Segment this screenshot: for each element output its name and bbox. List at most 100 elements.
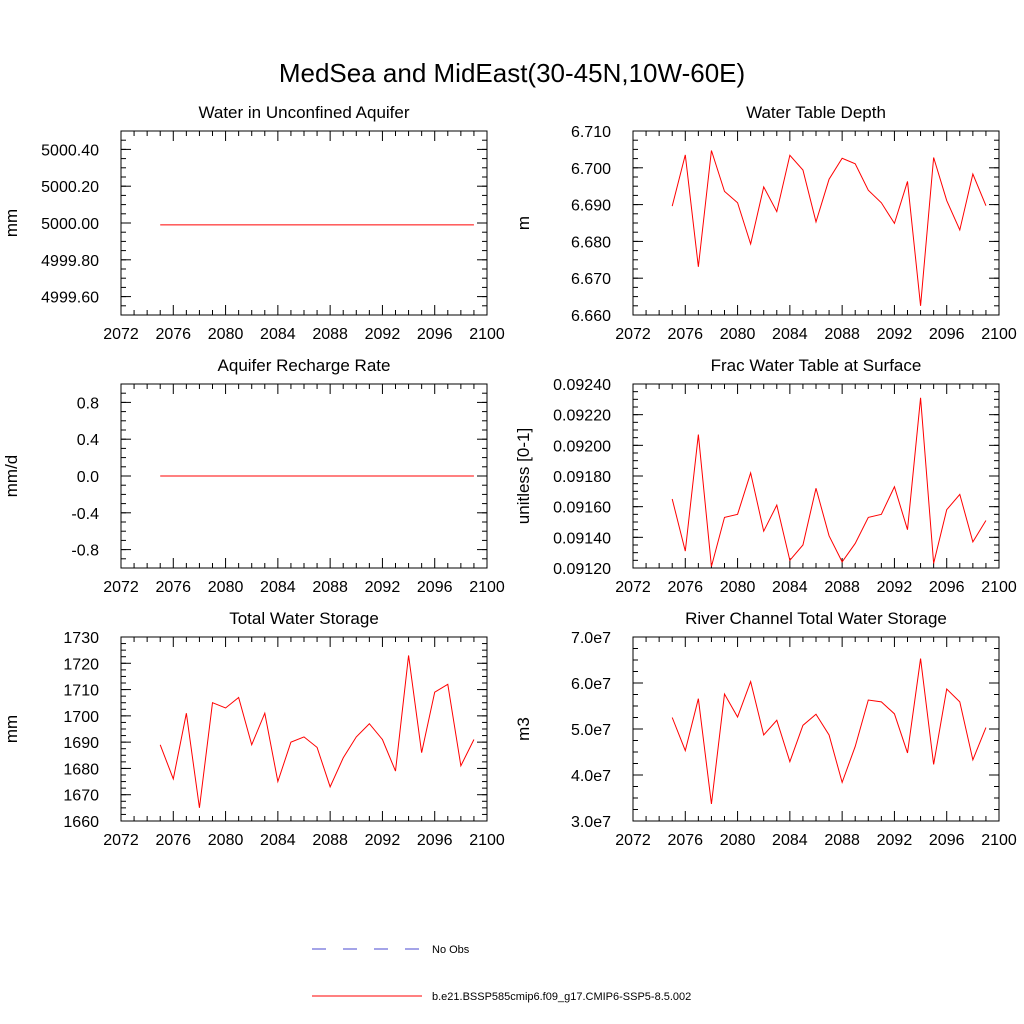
y-tick-label: 1700	[63, 709, 99, 726]
x-tick-label: 2072	[615, 579, 651, 596]
panel-title: Aquifer Recharge Rate	[218, 356, 391, 375]
plot-frame	[632, 636, 1000, 822]
x-tick-label: 2080	[720, 326, 756, 343]
y-tick-label: 0.09160	[553, 500, 611, 517]
y-tick-label: 0.4	[77, 432, 99, 449]
x-tick-label: 2092	[877, 579, 913, 596]
y-tick-label: 3.0e7	[571, 814, 611, 831]
x-tick-label: 2096	[929, 832, 965, 849]
y-tick-label: 6.710	[571, 124, 611, 141]
y-tick-label: 4999.60	[41, 290, 99, 307]
x-tick-label: 2096	[929, 579, 965, 596]
x-tick-label: 2080	[208, 579, 244, 596]
series-line	[671, 150, 987, 306]
x-tick-label: 2096	[417, 579, 453, 596]
panel-title: Total Water Storage	[229, 609, 379, 628]
x-tick-label: 2084	[772, 326, 808, 343]
series-line	[671, 397, 987, 567]
legend-model-label: b.e21.BSSP585cmip6.f09_g17.CMIP6-SSP5-8.…	[432, 991, 691, 1003]
x-tick-label: 2076	[667, 326, 703, 343]
y-tick-label: 0.09220	[553, 408, 611, 425]
plot-frame	[120, 636, 488, 822]
y-axis-label: mm/d	[2, 455, 21, 498]
y-tick-label: 1730	[63, 630, 99, 647]
plot-frame	[632, 383, 1000, 569]
x-tick-label: 2088	[824, 326, 860, 343]
panel-3: Aquifer Recharge Rate 2072 2076 2080 2084 208…	[2, 356, 505, 596]
x-tick-label: 2088	[312, 579, 348, 596]
x-tick-label: 2072	[615, 326, 651, 343]
x-tick-label: 2072	[103, 832, 139, 849]
y-tick-label: 1710	[63, 683, 99, 700]
x-tick-label: 2100	[469, 832, 505, 849]
y-tick-label: 6.690	[571, 198, 611, 215]
y-axis-label: m3	[514, 717, 533, 741]
panel-title: Frac Water Table at Surface	[711, 356, 922, 375]
y-tick-label: -0.8	[71, 543, 99, 560]
x-tick-label: 2100	[469, 579, 505, 596]
y-tick-label: 6.660	[571, 308, 611, 325]
x-tick-label: 2072	[103, 579, 139, 596]
x-tick-label: 2092	[365, 326, 401, 343]
x-tick-label: 2096	[929, 326, 965, 343]
x-tick-label: 2080	[720, 579, 756, 596]
y-axis-label: mm	[2, 715, 21, 743]
panel-5: Total Water Storage 2072 2076 2080 2084 2088 2…	[2, 609, 505, 849]
series-line	[159, 655, 475, 808]
y-tick-label: 1680	[63, 761, 99, 778]
legend: No Obs b.e21.BSSP585cmip6.f09_g17.CMIP6-…	[312, 944, 691, 1003]
panels-group: Water in Unconfined Aquifer 2072 2076 2080 2…	[2, 103, 1017, 849]
x-tick-label: 2076	[155, 579, 191, 596]
x-tick-label: 2088	[824, 832, 860, 849]
y-tick-label: 0.09120	[553, 561, 611, 578]
x-tick-label: 2084	[772, 579, 808, 596]
panel-1: Water in Unconfined Aquifer 2072 2076 2080 2…	[2, 103, 505, 343]
y-axis-label: m	[514, 216, 533, 230]
y-tick-label: 4.0e7	[571, 768, 611, 785]
y-tick-label: 1660	[63, 814, 99, 831]
y-tick-label: 0.09200	[553, 438, 611, 455]
x-tick-label: 2084	[260, 832, 296, 849]
y-tick-label: 0.8	[77, 395, 99, 412]
x-tick-label: 2088	[312, 326, 348, 343]
x-tick-label: 2100	[469, 326, 505, 343]
x-tick-label: 2076	[667, 579, 703, 596]
x-tick-label: 2072	[615, 832, 651, 849]
plot-frame	[120, 130, 488, 316]
x-tick-label: 2096	[417, 326, 453, 343]
x-tick-label: 2076	[155, 832, 191, 849]
y-tick-label: 0.09180	[553, 469, 611, 486]
x-tick-label: 2080	[208, 326, 244, 343]
x-tick-label: 2096	[417, 832, 453, 849]
x-tick-label: 2084	[260, 326, 296, 343]
x-tick-label: 2100	[981, 832, 1017, 849]
y-tick-label: 0.0	[77, 469, 99, 486]
panel-2: Water Table Depth 2072 2076 2080 2084 2088 209…	[514, 103, 1017, 343]
x-tick-label: 2084	[260, 579, 296, 596]
panel-title: Water in Unconfined Aquifer	[198, 103, 409, 122]
x-tick-label: 2092	[877, 326, 913, 343]
y-tick-label: 6.680	[571, 234, 611, 251]
y-tick-label: 6.670	[571, 271, 611, 288]
y-tick-label: 5000.20	[41, 179, 99, 196]
y-tick-label: 6.700	[571, 161, 611, 178]
x-tick-label: 2076	[155, 326, 191, 343]
x-tick-label: 2088	[824, 579, 860, 596]
x-tick-label: 2092	[365, 832, 401, 849]
x-tick-label: 2092	[877, 832, 913, 849]
legend-obs-label: No Obs	[432, 944, 470, 956]
x-tick-label: 2100	[981, 579, 1017, 596]
panel-6: River Channel Total Water Storage 2072 207…	[514, 609, 1017, 849]
y-tick-label: 5000.40	[41, 142, 99, 159]
y-tick-label: 7.0e7	[571, 630, 611, 647]
x-tick-label: 2072	[103, 326, 139, 343]
y-tick-label: 4999.80	[41, 253, 99, 270]
x-tick-label: 2092	[365, 579, 401, 596]
panel-4: Frac Water Table at Surface 2072 2076 2080 2…	[514, 356, 1017, 596]
x-tick-label: 2080	[720, 832, 756, 849]
y-axis-label: unitless [0-1]	[514, 428, 533, 524]
series-line	[671, 658, 987, 805]
x-tick-label: 2100	[981, 326, 1017, 343]
figure-title: MedSea and MidEast(30-45N,10W-60E)	[279, 58, 745, 88]
